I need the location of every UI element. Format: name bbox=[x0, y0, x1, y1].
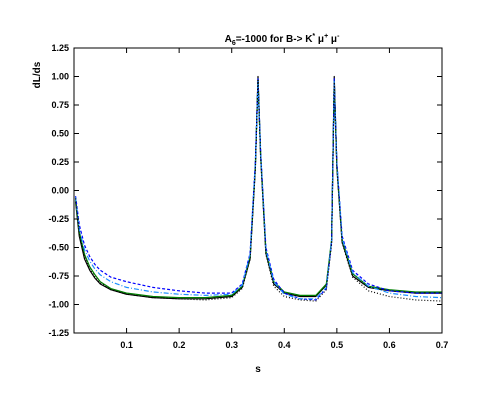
x-tick-label: 0.6 bbox=[383, 340, 396, 350]
x-axis-label: s bbox=[255, 364, 261, 375]
title-k-sup: * bbox=[312, 33, 315, 40]
title-mu1-sup: + bbox=[324, 33, 328, 40]
tick-labels-layer: 0.1 0.2 0.3 0.4 0.5 0.6 0.7 -1.25 -1.00 -0.75 -0.5… bbox=[48, 43, 448, 350]
y-axis-label: dL/ds bbox=[32, 61, 43, 88]
y-tick-label: 0.75 bbox=[51, 100, 69, 110]
y-tick-label: 0.00 bbox=[51, 186, 69, 196]
x-tick-label: 0.3 bbox=[225, 340, 238, 350]
x-tick-label: 0.7 bbox=[436, 340, 449, 350]
title-mu2-sup: - bbox=[337, 33, 340, 40]
chart-title: A6=-1000 for B-> K* μ+ μ- bbox=[225, 33, 340, 47]
y-tick-label: 0.25 bbox=[51, 157, 69, 167]
series-layer bbox=[74, 75, 443, 302]
series-line-5 bbox=[74, 79, 443, 302]
y-tick-label: 0.50 bbox=[51, 129, 69, 139]
x-tick-label: 0.5 bbox=[331, 340, 344, 350]
y-tick-label: -1.25 bbox=[48, 328, 69, 338]
title-a-sub: 6 bbox=[232, 40, 236, 47]
title-mid: =-1000 for B-> K bbox=[236, 34, 313, 45]
title-a: A bbox=[225, 34, 232, 45]
x-tick-label: 0.4 bbox=[278, 340, 291, 350]
y-tick-label: -0.75 bbox=[48, 271, 69, 281]
plot-frame bbox=[73, 47, 443, 334]
title-mu1: μ bbox=[315, 34, 324, 45]
y-tick-label: -1.00 bbox=[48, 300, 69, 310]
x-tick-label: 0.1 bbox=[120, 340, 133, 350]
y-tick-label: 1.25 bbox=[51, 43, 69, 53]
y-tick-label: -0.25 bbox=[48, 214, 69, 224]
y-tick-label: 1.00 bbox=[51, 72, 69, 82]
title-mu2: μ bbox=[328, 34, 337, 45]
y-tick-label: -0.50 bbox=[48, 243, 69, 253]
x-tick-label: 0.2 bbox=[173, 340, 186, 350]
series-line-4 bbox=[74, 80, 443, 300]
